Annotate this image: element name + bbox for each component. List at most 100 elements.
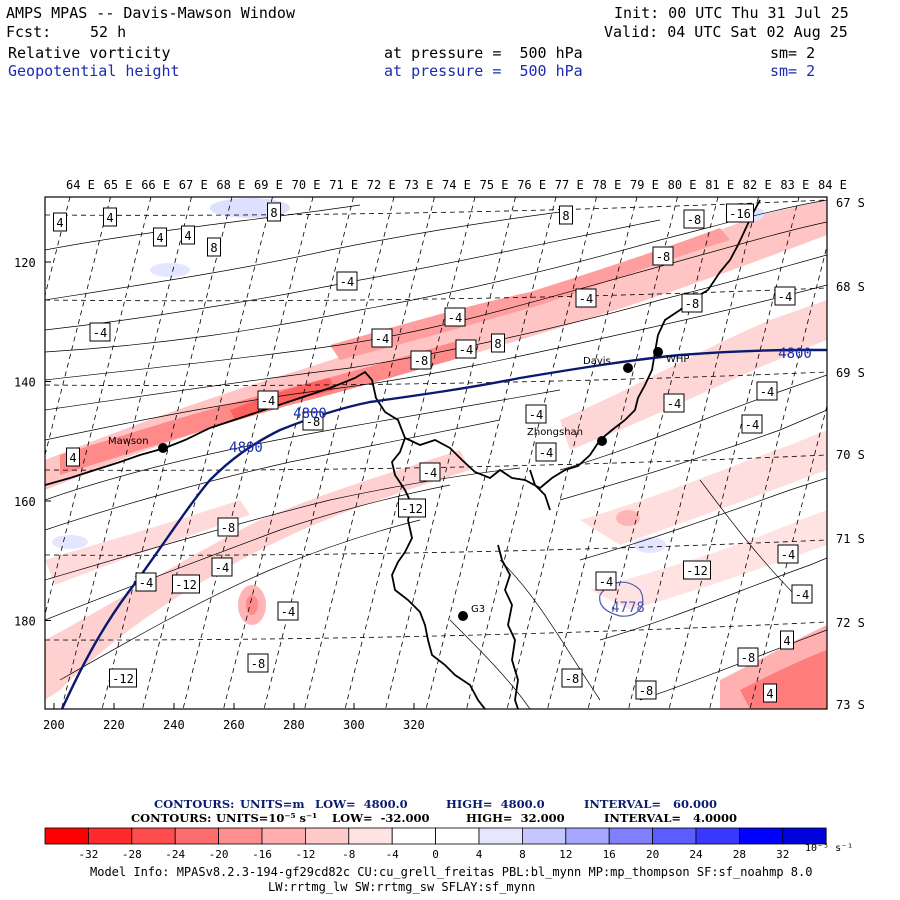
- forecast-hour: 52 h: [90, 23, 127, 41]
- height-contour-4778: [599, 581, 644, 617]
- vorticity-label-box: [444, 307, 466, 327]
- vorticity-label-box: [455, 339, 477, 359]
- vorticity-label: -12: [401, 502, 423, 516]
- vorticity-label-box: [756, 381, 778, 401]
- vorticity-label: 4: [106, 211, 113, 225]
- colorbar-label: -16: [252, 848, 272, 861]
- vorticity-label-box: [681, 293, 703, 313]
- vorticity-label-box: [777, 544, 799, 564]
- height-labels: 4800 4800 4800 4778: [229, 346, 812, 616]
- vorticity-label: -4: [539, 446, 553, 460]
- colorbar-segment: [478, 827, 523, 845]
- colorbar-segment: [174, 827, 219, 845]
- field2-name: Geopotential height: [8, 62, 180, 80]
- longitude-label: 80 E: [668, 178, 697, 192]
- longitude-label: 74 E: [442, 178, 471, 192]
- vorticity-label: 8: [494, 337, 501, 351]
- vort-low: LOW= -32.000: [332, 811, 430, 825]
- vorticity-label-box: [172, 574, 200, 594]
- vorticity-label-box: [726, 203, 754, 223]
- vorticity-label-box: [595, 571, 617, 591]
- colorbar-segment: [391, 827, 437, 845]
- vorticity-label-box: [336, 271, 358, 291]
- model-info: Model Info: MPASv8.2.3-194-gf29cd82c CU:…: [90, 865, 813, 879]
- vorticity-label: -4: [423, 466, 437, 480]
- vorticity-label-box: [575, 288, 597, 308]
- height-label: 4800: [229, 440, 263, 456]
- colorbar-label: -28: [122, 848, 142, 861]
- station-label: G3: [471, 604, 485, 615]
- longitude-label: 77 E: [555, 178, 584, 192]
- vorticity-label-box: [737, 647, 759, 667]
- longitude-label: 83 E: [780, 178, 809, 192]
- longitude-label: 73 E: [404, 178, 433, 192]
- vorticity-label-box: [277, 601, 299, 621]
- vorticity-label: 4: [783, 634, 790, 648]
- longitude-label: 70 E: [292, 178, 321, 192]
- longitude-label: 64 E: [66, 178, 95, 192]
- vorticity-label-box: [302, 411, 324, 431]
- latitude-label: 70 S: [836, 448, 865, 462]
- colorbar-segment: [348, 827, 393, 845]
- vorticity-label: -4: [215, 561, 229, 575]
- y-tick-label: 140: [14, 376, 36, 390]
- vorticity-label: -4: [667, 397, 681, 411]
- colorbar-segment: [522, 827, 567, 845]
- vorticity-label-box: [683, 560, 711, 580]
- vorticity-label-box: [217, 517, 239, 537]
- field1-smoothing: sm= 2: [770, 44, 816, 62]
- vorticity-label-box: [683, 209, 705, 229]
- vorticity-label-box: [663, 393, 685, 413]
- plot-title: AMPS MPAS -- Davis-Mawson Window: [6, 4, 295, 22]
- longitude-label: 69 E: [254, 178, 283, 192]
- colorbar-units: 10⁻⁵ s⁻¹: [805, 843, 854, 854]
- vorticity-label-box: [181, 225, 195, 245]
- latitude-label: 72 S: [836, 616, 865, 630]
- vorticity-label: -4: [375, 332, 389, 346]
- vort-interval: INTERVAL= 4.0000: [604, 811, 738, 825]
- vorticity-label: -8: [685, 297, 699, 311]
- colorbar-segment: [435, 827, 480, 845]
- x-tick-label: 320: [403, 718, 425, 732]
- colorbar-segment: [652, 827, 697, 845]
- graticule: [45, 197, 827, 709]
- vorticity-label: -4: [579, 292, 593, 306]
- vorticity-shading: [45, 198, 827, 709]
- height-label: 4800: [778, 346, 812, 362]
- valid-time: Valid: 04 UTC Sat 02 Aug 25: [604, 23, 848, 41]
- vorticity-label-box: [774, 286, 796, 306]
- longitude-label: 79 E: [630, 178, 659, 192]
- height-high: HIGH= 4800.0: [446, 797, 545, 811]
- vorticity-label: -4: [781, 548, 795, 562]
- vorticity-label-box: [153, 227, 167, 247]
- stations: Mawson Zhongshan WHP Davis G3: [108, 347, 689, 621]
- vorticity-label: -8: [414, 354, 428, 368]
- x-tick-label: 240: [163, 718, 185, 732]
- vorticity-label: -4: [529, 408, 543, 422]
- colorbar-label: -20: [209, 848, 229, 861]
- station-marker: [158, 443, 168, 453]
- vorticity-label: 8: [562, 209, 569, 223]
- field1-name: Relative vorticity: [8, 44, 171, 62]
- colorbar-label: 8: [519, 848, 526, 861]
- longitude-label: 72 E: [367, 178, 396, 192]
- vorticity-label-box: [211, 557, 233, 577]
- latitude-label: 71 S: [836, 532, 865, 546]
- vorticity-label: 4: [184, 229, 191, 243]
- longitude-label: 68 E: [216, 178, 245, 192]
- vorticity-label-box: [89, 322, 111, 342]
- x-tick-label: 280: [283, 718, 305, 732]
- plot-frame: [44, 196, 828, 710]
- vorticity-label-box: [525, 404, 547, 424]
- vorticity-label: -4: [599, 575, 613, 589]
- vort-units: UNITS=10⁻⁵ s⁻¹: [216, 811, 318, 825]
- vorticity-label: 4: [156, 231, 163, 245]
- station-marker: [653, 347, 663, 357]
- colorbar-label: -12: [295, 848, 315, 861]
- height-label: 4778: [611, 600, 645, 616]
- colorbar-label: 24: [689, 848, 703, 861]
- colorbar-segment: [608, 827, 654, 845]
- longitude-label: 82 E: [743, 178, 772, 192]
- longitude-label: 81 E: [705, 178, 734, 192]
